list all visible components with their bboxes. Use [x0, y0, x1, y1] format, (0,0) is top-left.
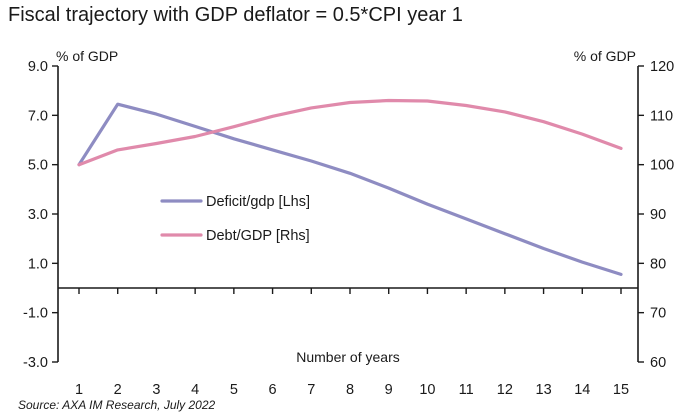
x-tick-label: 13: [536, 382, 552, 398]
x-tick-label: 1: [75, 382, 83, 398]
x-tick-label: 8: [346, 382, 354, 398]
x-tick-label: 10: [419, 382, 435, 398]
x-tick-label: 14: [574, 382, 590, 398]
chart-source: Source: AXA IM Research, July 2022: [18, 398, 216, 412]
x-tick-label: 11: [459, 382, 474, 398]
right-tick-label: 80: [650, 256, 666, 272]
right-tick-label: 100: [650, 158, 674, 174]
chart-title: Fiscal trajectory with GDP deflator = 0.…: [8, 4, 463, 26]
left-tick-label: 5.0: [28, 158, 48, 174]
right-tick-label: 60: [650, 355, 666, 371]
right-tick-label: 120: [650, 59, 674, 75]
x-tick-label: 7: [307, 382, 315, 398]
series-lines: [77, 98, 623, 276]
left-axis-ticks: 9.0 7.0 5.0 3.0 1.0 -1.0 -3.0: [23, 59, 58, 371]
x-axis-ticks: 1 2 3 4 5 6 7 8 9 10 11 12 13 14 15: [75, 288, 629, 398]
left-tick-label: 7.0: [28, 108, 48, 124]
x-tick-label: 3: [152, 382, 160, 398]
right-axis-title: % of GDP: [574, 48, 636, 64]
left-tick-label: 3.0: [28, 207, 48, 223]
left-tick-label: 9.0: [28, 59, 48, 75]
x-tick-label: 6: [269, 382, 277, 398]
series-line-debt-gdp: [77, 98, 623, 167]
right-tick-label: 90: [650, 207, 666, 223]
x-tick-label: 2: [114, 382, 122, 398]
left-tick-label: 1.0: [28, 256, 48, 272]
x-tick-label: 5: [230, 382, 238, 398]
legend: Deficit/gdp [Lhs] Debt/GDP [Rhs]: [160, 194, 310, 244]
x-tick-label: 12: [497, 382, 513, 398]
series-line-deficit-gdp: [77, 102, 623, 276]
left-axis-title: % of GDP: [56, 48, 118, 64]
x-tick-label: 9: [385, 382, 393, 398]
x-axis-title: Number of years: [296, 349, 399, 365]
legend-label-deficit-gdp: Deficit/gdp [Lhs]: [206, 194, 310, 210]
right-tick-label: 70: [650, 306, 666, 322]
x-tick-label: 15: [613, 382, 629, 398]
legend-label-debt-gdp: Debt/GDP [Rhs]: [206, 228, 310, 244]
x-tick-label: 4: [191, 382, 199, 398]
left-tick-label: -1.0: [23, 306, 48, 322]
right-tick-label: 110: [650, 108, 673, 124]
left-tick-label: -3.0: [23, 355, 48, 371]
right-axis-ticks: 120 110 100 90 80 70 60: [638, 59, 674, 371]
